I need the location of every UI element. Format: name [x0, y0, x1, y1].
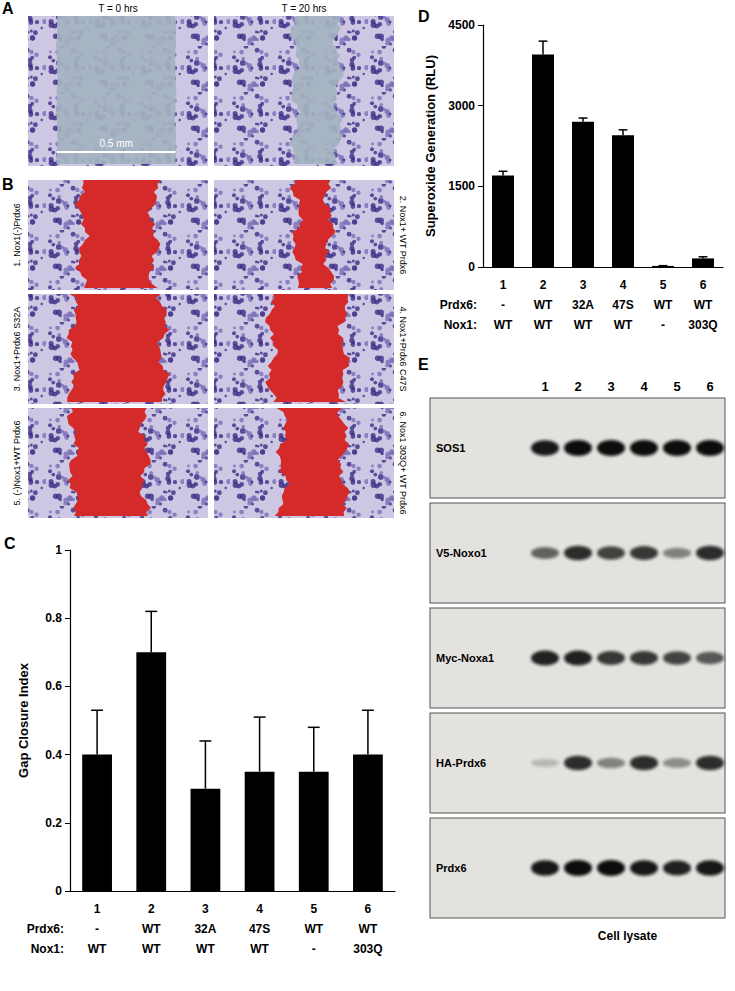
svg-text:303Q: 303Q — [353, 942, 382, 956]
svg-text:5: 5 — [660, 278, 667, 292]
svg-text:0.6: 0.6 — [45, 679, 62, 693]
svg-text:2: 2 — [574, 379, 581, 394]
svg-text:C: C — [4, 535, 16, 552]
svg-text:WT: WT — [534, 318, 553, 332]
svg-text:0.2: 0.2 — [45, 816, 62, 830]
svg-text:Prdx6:: Prdx6: — [440, 298, 477, 312]
svg-text:WT: WT — [654, 298, 673, 312]
svg-text:-: - — [501, 298, 505, 312]
svg-text:WT: WT — [534, 298, 553, 312]
svg-text:1. Nox1(-)Prdx6: 1. Nox1(-)Prdx6 — [12, 203, 22, 267]
svg-text:WT: WT — [304, 922, 323, 936]
svg-text:WT: WT — [250, 942, 269, 956]
svg-text:1: 1 — [541, 379, 548, 394]
svg-text:Nox1:: Nox1: — [444, 318, 477, 332]
svg-text:3000: 3000 — [448, 99, 475, 113]
svg-text:WT: WT — [694, 298, 713, 312]
svg-text:Prdx6:: Prdx6: — [27, 922, 64, 936]
svg-text:WT: WT — [614, 318, 633, 332]
svg-text:47S: 47S — [612, 298, 633, 312]
svg-text:1: 1 — [500, 278, 507, 292]
svg-text:-: - — [95, 922, 99, 936]
svg-text:Cell lysate: Cell lysate — [598, 929, 658, 943]
svg-text:D: D — [418, 8, 430, 25]
svg-text:SOS1: SOS1 — [436, 442, 465, 454]
svg-text:6: 6 — [365, 902, 372, 916]
svg-text:T = 0 hrs: T = 0 hrs — [98, 3, 138, 14]
svg-text:3: 3 — [580, 278, 587, 292]
svg-text:Prdx6: Prdx6 — [436, 862, 467, 874]
svg-text:3: 3 — [202, 902, 209, 916]
svg-text:E: E — [418, 356, 429, 373]
svg-text:4: 4 — [256, 902, 263, 916]
svg-text:Superoxide Generation (RLU): Superoxide Generation (RLU) — [423, 55, 438, 237]
svg-text:-: - — [312, 942, 316, 956]
svg-text:Nox1:: Nox1: — [31, 942, 64, 956]
svg-text:-: - — [661, 318, 665, 332]
svg-text:1: 1 — [94, 902, 101, 916]
svg-text:6. Nox1 303Q+ WT Prdx6: 6. Nox1 303Q+ WT Prdx6 — [398, 411, 408, 514]
svg-text:0: 0 — [55, 884, 62, 898]
svg-text:WT: WT — [359, 922, 378, 936]
svg-text:Gap Closure Index: Gap Closure Index — [16, 662, 31, 778]
svg-text:V5-Noxo1: V5-Noxo1 — [436, 547, 487, 559]
svg-text:1: 1 — [55, 543, 62, 557]
svg-text:4500: 4500 — [448, 18, 475, 32]
svg-text:T = 20 hrs: T = 20 hrs — [281, 3, 326, 14]
svg-text:303Q: 303Q — [688, 318, 717, 332]
svg-text:32A: 32A — [572, 298, 594, 312]
svg-text:3: 3 — [607, 379, 614, 394]
svg-text:WT: WT — [142, 922, 161, 936]
svg-text:2: 2 — [148, 902, 155, 916]
svg-text:4: 4 — [640, 379, 648, 394]
svg-text:47S: 47S — [249, 922, 270, 936]
svg-text:6: 6 — [706, 379, 713, 394]
svg-text:6: 6 — [700, 278, 707, 292]
svg-text:5. (-)Nox1+WT Prdx6: 5. (-)Nox1+WT Prdx6 — [12, 420, 22, 505]
svg-text:Myc-Noxa1: Myc-Noxa1 — [436, 652, 494, 664]
svg-text:32A: 32A — [194, 922, 216, 936]
svg-text:4: 4 — [620, 278, 627, 292]
svg-text:0.4: 0.4 — [45, 748, 62, 762]
svg-text:4. Nox1+Prdx6 C47S: 4. Nox1+Prdx6 C47S — [398, 307, 408, 392]
svg-text:3. Nox1+Prdx6 S32A: 3. Nox1+Prdx6 S32A — [12, 307, 22, 391]
svg-text:0: 0 — [468, 260, 475, 274]
svg-text:5: 5 — [673, 379, 680, 394]
svg-text:2. Nox1+ WT Prdx6: 2. Nox1+ WT Prdx6 — [398, 196, 408, 275]
svg-text:0.5 mm: 0.5 mm — [100, 138, 133, 149]
svg-text:0.8: 0.8 — [45, 611, 62, 625]
svg-text:WT: WT — [574, 318, 593, 332]
svg-text:WT: WT — [142, 942, 161, 956]
svg-text:WT: WT — [88, 942, 107, 956]
svg-text:B: B — [2, 176, 14, 193]
svg-text:WT: WT — [196, 942, 215, 956]
svg-text:WT: WT — [494, 318, 513, 332]
svg-text:HA-Prdx6: HA-Prdx6 — [436, 757, 486, 769]
svg-text:A: A — [2, 0, 14, 17]
svg-text:2: 2 — [540, 278, 547, 292]
svg-text:1500: 1500 — [448, 179, 475, 193]
svg-text:5: 5 — [310, 902, 317, 916]
